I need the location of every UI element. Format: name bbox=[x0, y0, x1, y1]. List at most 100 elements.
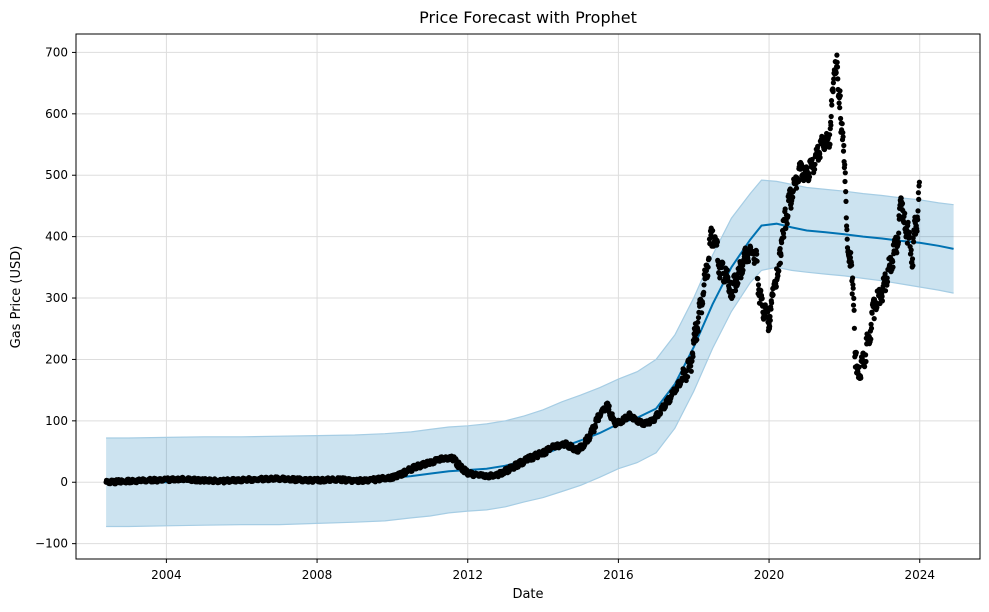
observed-point bbox=[879, 293, 885, 299]
observed-point bbox=[851, 295, 857, 301]
y-tick-label: 0 bbox=[60, 475, 68, 489]
y-axis-ticks: −100 0 100 200 300 400 500 600 700 bbox=[35, 45, 76, 551]
observed-point bbox=[767, 323, 773, 330]
observed-point bbox=[827, 132, 833, 138]
observed-point bbox=[828, 98, 835, 104]
observed-point bbox=[906, 229, 913, 235]
observed-point bbox=[742, 245, 749, 251]
observed-points bbox=[103, 52, 923, 487]
observed-point bbox=[916, 179, 923, 185]
observed-point bbox=[801, 177, 807, 184]
observed-point bbox=[884, 275, 890, 281]
observed-point bbox=[758, 287, 764, 294]
observed-point bbox=[830, 80, 837, 86]
observed-point bbox=[863, 358, 869, 365]
observed-point bbox=[840, 134, 846, 140]
observed-point bbox=[840, 130, 846, 136]
y-tick-label: 400 bbox=[45, 230, 68, 244]
y-tick-label: 700 bbox=[45, 45, 68, 59]
observed-point bbox=[837, 88, 843, 94]
observed-point bbox=[838, 115, 844, 122]
observed-point bbox=[882, 288, 889, 294]
x-tick-label: 2004 bbox=[151, 568, 182, 582]
observed-point bbox=[745, 258, 752, 265]
observed-point bbox=[896, 216, 902, 222]
observed-point bbox=[706, 256, 712, 262]
observed-point bbox=[868, 325, 875, 331]
observed-point bbox=[916, 196, 922, 202]
observed-point bbox=[849, 291, 855, 297]
observed-point bbox=[899, 200, 906, 207]
observed-point bbox=[690, 354, 696, 360]
observed-point bbox=[851, 307, 857, 313]
y-tick-label: 200 bbox=[45, 352, 68, 366]
observed-point bbox=[785, 213, 791, 219]
observed-point bbox=[688, 368, 694, 374]
observed-point bbox=[858, 375, 864, 381]
observed-point bbox=[837, 105, 843, 111]
x-tick-label: 2024 bbox=[904, 568, 935, 582]
observed-point bbox=[775, 273, 781, 279]
observed-point bbox=[834, 64, 841, 70]
observed-point bbox=[770, 292, 776, 298]
observed-point bbox=[840, 148, 847, 154]
observed-point bbox=[909, 256, 916, 262]
observed-point bbox=[894, 250, 900, 256]
observed-point bbox=[849, 262, 855, 268]
observed-point bbox=[768, 306, 774, 312]
observed-point bbox=[769, 300, 775, 306]
observed-point bbox=[868, 336, 874, 342]
observed-point bbox=[773, 284, 779, 290]
observed-point bbox=[812, 166, 818, 172]
observed-point bbox=[783, 225, 789, 232]
observed-point bbox=[759, 295, 765, 302]
chart-title: Price Forecast with Prophet bbox=[419, 8, 637, 27]
observed-point bbox=[755, 276, 761, 282]
observed-point bbox=[767, 317, 773, 323]
x-tick-label: 2012 bbox=[452, 568, 483, 582]
observed-point bbox=[831, 76, 837, 82]
y-tick-label: 600 bbox=[45, 107, 68, 121]
observed-point bbox=[843, 198, 849, 204]
y-tick-label: 500 bbox=[45, 168, 68, 182]
y-tick-label: 100 bbox=[45, 414, 68, 428]
plot-frame bbox=[75, 33, 981, 560]
observed-point bbox=[915, 217, 921, 223]
observed-point bbox=[780, 230, 787, 236]
observed-point bbox=[817, 154, 823, 161]
observed-point bbox=[842, 170, 848, 176]
observed-point bbox=[834, 52, 840, 58]
observed-point bbox=[850, 302, 857, 308]
observed-point bbox=[730, 293, 736, 299]
observed-point bbox=[833, 70, 839, 76]
observed-point bbox=[782, 206, 788, 212]
observed-point bbox=[834, 59, 840, 65]
y-tick-label: 300 bbox=[45, 291, 68, 305]
observed-point bbox=[812, 161, 818, 167]
observed-point bbox=[910, 263, 916, 269]
observed-point bbox=[851, 325, 858, 331]
observed-point bbox=[836, 100, 842, 106]
observed-point bbox=[843, 215, 849, 221]
observed-point bbox=[778, 252, 784, 259]
observed-point bbox=[915, 190, 922, 196]
observed-point bbox=[714, 239, 721, 245]
x-tick-label: 2016 bbox=[603, 568, 634, 582]
upper-bound-line bbox=[106, 179, 954, 439]
observed-point bbox=[884, 279, 891, 285]
observed-point bbox=[863, 352, 869, 358]
observed-point bbox=[895, 239, 902, 245]
observed-point bbox=[879, 298, 886, 304]
observed-point bbox=[895, 235, 901, 241]
observed-point bbox=[740, 267, 746, 273]
observed-point bbox=[695, 328, 701, 334]
observed-point bbox=[830, 89, 836, 95]
observed-point bbox=[910, 235, 916, 241]
observed-point bbox=[908, 251, 914, 257]
observed-point bbox=[701, 282, 707, 288]
observed-point bbox=[705, 273, 711, 279]
observed-point bbox=[828, 113, 834, 120]
observed-point bbox=[781, 234, 787, 240]
observed-point bbox=[847, 255, 854, 261]
observed-point bbox=[829, 102, 835, 108]
